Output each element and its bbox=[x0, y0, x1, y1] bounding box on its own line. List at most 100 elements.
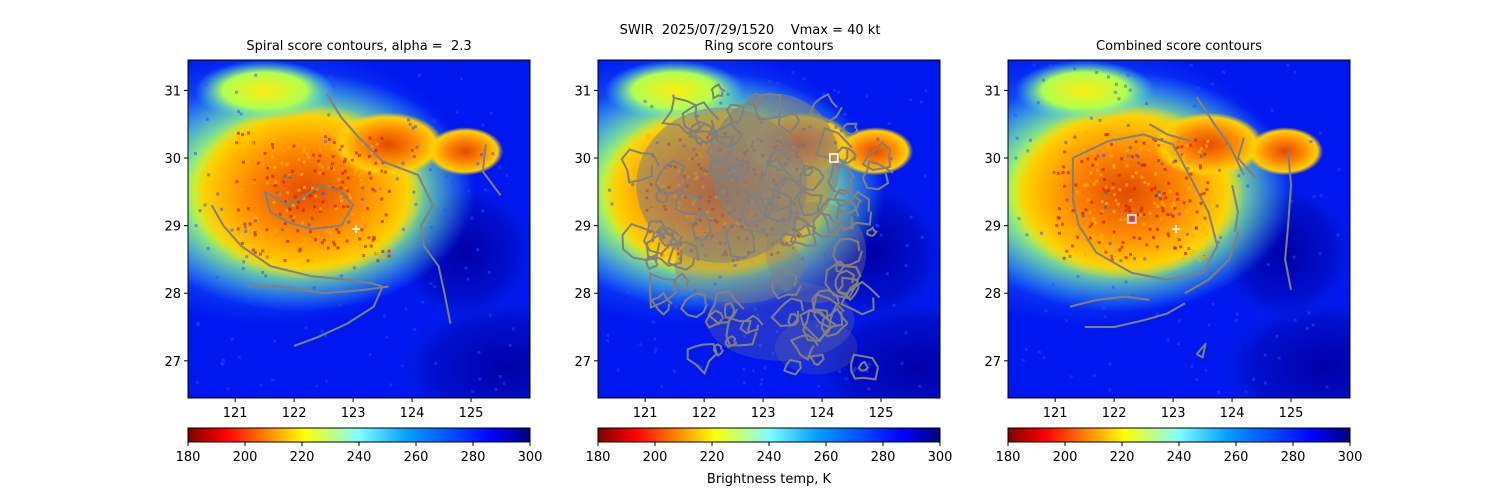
combined-markers bbox=[1127, 214, 1181, 233]
x-tick-label: 125 bbox=[869, 406, 894, 421]
pixel-speckle bbox=[371, 238, 375, 242]
pixel-speckle bbox=[1073, 135, 1077, 139]
pixel-speckle bbox=[1139, 209, 1143, 213]
pixel-speckle bbox=[1139, 213, 1143, 217]
pixel-speckle bbox=[904, 331, 908, 335]
pixel-speckle bbox=[776, 251, 780, 255]
northern-band bbox=[194, 60, 335, 121]
pixel-speckle bbox=[1149, 224, 1153, 228]
pixel-speckle bbox=[1110, 258, 1114, 262]
pixel-speckle bbox=[332, 140, 336, 144]
pixel-speckle bbox=[241, 247, 245, 251]
pixel-speckle bbox=[470, 216, 474, 220]
pixel-speckle bbox=[1305, 327, 1309, 331]
x-tick-label: 122 bbox=[692, 406, 717, 421]
pixel-speckle bbox=[1139, 146, 1143, 150]
pixel-speckle bbox=[315, 384, 319, 388]
pixel-speckle bbox=[1104, 205, 1108, 209]
pixel-speckle bbox=[674, 304, 678, 308]
pixel-speckle bbox=[1167, 181, 1171, 185]
pixel-speckle bbox=[384, 219, 388, 223]
pixel-speckle bbox=[207, 173, 211, 177]
pixel-speckle bbox=[1036, 101, 1040, 105]
ring-contour-line bbox=[706, 132, 736, 164]
pixel-speckle bbox=[1234, 319, 1238, 323]
pixel-speckle bbox=[1070, 231, 1074, 235]
pixel-speckle bbox=[802, 77, 806, 81]
pixel-speckle bbox=[466, 277, 470, 281]
pixel-speckle bbox=[258, 252, 262, 256]
pixel-speckle bbox=[1120, 245, 1124, 249]
pixel-speckle bbox=[1154, 172, 1158, 176]
pixel-speckle bbox=[865, 369, 869, 373]
pixel-speckle bbox=[1099, 173, 1103, 177]
pixel-speckle bbox=[1195, 210, 1199, 214]
northern-band bbox=[604, 60, 745, 121]
ring-contour-line bbox=[799, 308, 832, 342]
combined-image bbox=[1008, 60, 1350, 398]
pixel-speckle bbox=[216, 192, 220, 196]
pixel-speckle bbox=[1161, 143, 1165, 147]
pixel-speckle bbox=[1014, 156, 1018, 160]
pixel-speckle bbox=[286, 239, 290, 243]
ring-contour-line bbox=[642, 220, 675, 255]
ring-contour-cluster bbox=[620, 83, 894, 381]
pixel-speckle bbox=[241, 266, 245, 270]
pixel-speckle bbox=[693, 289, 697, 293]
pixel-speckle bbox=[324, 334, 328, 338]
pixel-speckle bbox=[1062, 256, 1066, 260]
pixel-speckle bbox=[1086, 157, 1090, 161]
pixel-speckle bbox=[290, 169, 294, 173]
pixel-speckle bbox=[1166, 338, 1170, 342]
pixel-speckle bbox=[1179, 228, 1183, 232]
pixel-speckle bbox=[815, 324, 819, 328]
pixel-speckle bbox=[302, 196, 306, 200]
pixel-speckle bbox=[226, 386, 230, 390]
pixel-speckle bbox=[1083, 253, 1087, 257]
pixel-speckle bbox=[867, 387, 871, 391]
pixel-speckle bbox=[1071, 228, 1075, 232]
pixel-speckle bbox=[481, 123, 485, 127]
ring-contour-line bbox=[797, 189, 823, 217]
pixel-speckle bbox=[1108, 256, 1112, 260]
score-contour bbox=[1071, 133, 1219, 281]
pixel-speckle bbox=[370, 145, 374, 149]
score-contour bbox=[247, 285, 389, 295]
pixel-speckle bbox=[1162, 204, 1166, 208]
y-tick-label: 30 bbox=[984, 152, 1001, 167]
pixel-speckle bbox=[758, 344, 762, 348]
pixel-speckle bbox=[1270, 108, 1274, 112]
pixel-speckle bbox=[253, 250, 257, 254]
pixel-speckle bbox=[320, 165, 324, 169]
pixel-speckle bbox=[1146, 182, 1150, 186]
ring-contour-line bbox=[840, 280, 881, 316]
pixel-speckle bbox=[1157, 159, 1161, 163]
pixel-speckle bbox=[1266, 263, 1270, 267]
pixel-speckle bbox=[763, 366, 767, 370]
pixel-speckle bbox=[359, 183, 363, 187]
x-tick-label: 125 bbox=[1279, 406, 1304, 421]
pixel-speckle bbox=[1189, 143, 1193, 147]
ring-contour-line bbox=[808, 353, 825, 366]
pixel-speckle bbox=[822, 92, 826, 96]
colorbar-tick-label: 260 bbox=[814, 450, 839, 465]
pixel-speckle bbox=[1175, 192, 1179, 196]
colorbar-tick-label: 260 bbox=[1224, 450, 1249, 465]
pixel-speckle bbox=[1124, 280, 1128, 284]
ring-contour-line bbox=[850, 353, 880, 381]
ring-contour-line bbox=[724, 222, 756, 259]
ring-contour-line bbox=[780, 232, 797, 247]
pixel-speckle bbox=[380, 220, 384, 224]
pixel-speckle bbox=[1118, 188, 1122, 192]
pixel-speckle bbox=[1017, 217, 1021, 221]
northern-convection bbox=[333, 112, 444, 177]
ring-contour-line bbox=[835, 190, 873, 232]
pixel-speckle bbox=[374, 161, 378, 165]
pixel-speckle bbox=[282, 132, 286, 136]
pixel-speckle bbox=[1318, 252, 1322, 256]
ring-contour-line bbox=[770, 297, 804, 327]
pixel-speckle bbox=[607, 188, 611, 192]
colorbar-tick-label: 200 bbox=[1053, 450, 1078, 465]
pixel-speckle bbox=[650, 105, 654, 109]
pixel-speckle bbox=[1079, 144, 1083, 148]
